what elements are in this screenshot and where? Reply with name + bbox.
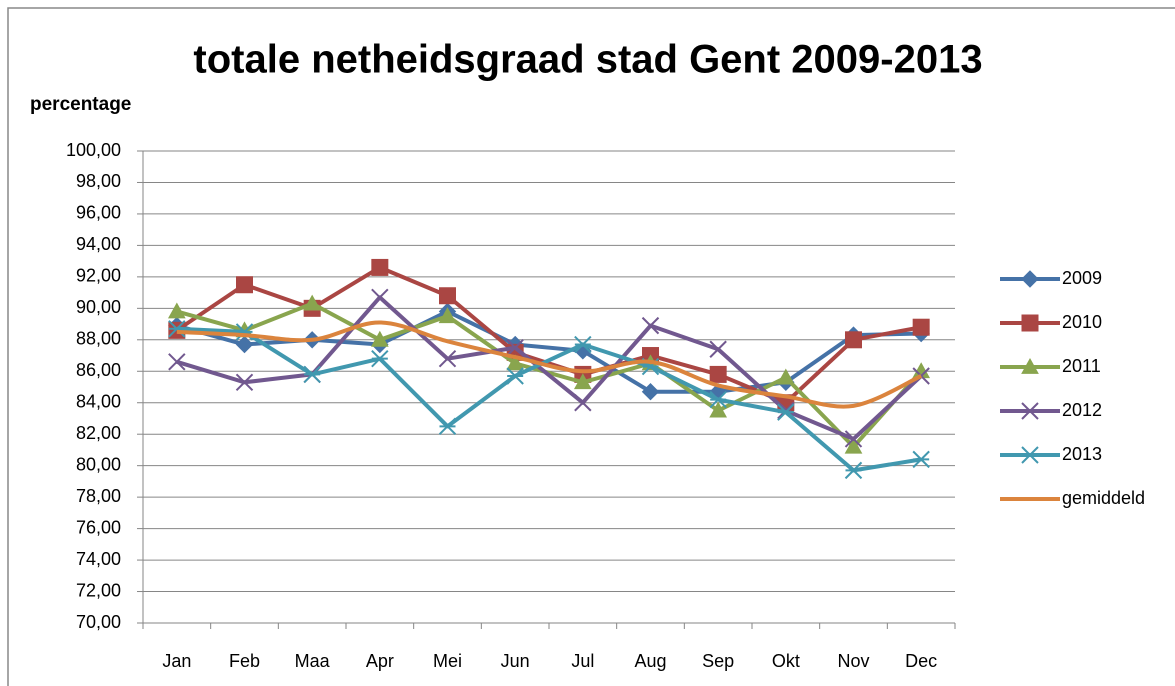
legend-label: 2011 — [1062, 356, 1101, 376]
marker — [167, 302, 186, 319]
marker — [370, 330, 389, 347]
x-tick-label: Jan — [162, 651, 191, 671]
legend-label: gemiddeld — [1062, 488, 1145, 508]
x-tick-label: Mei — [433, 651, 462, 671]
series-line — [175, 265, 922, 405]
x-tick-label: Jul — [571, 651, 594, 671]
marker — [573, 373, 592, 390]
y-tick-label: 98,00 — [76, 171, 121, 191]
y-tick-label: 72,00 — [76, 580, 121, 600]
legend-marker — [1021, 446, 1039, 464]
y-tick-label: 84,00 — [76, 391, 121, 411]
chart-title: totale netheidsgraad stad Gent 2009-2013 — [193, 38, 982, 82]
x-tick-label: Apr — [366, 651, 394, 671]
x-tick-label: Jun — [501, 651, 530, 671]
y-tick-label: 74,00 — [76, 549, 121, 569]
legend-marker — [1021, 314, 1039, 332]
y-tick-label: 96,00 — [76, 203, 121, 223]
y-tick-label: 76,00 — [76, 517, 121, 537]
marker — [709, 390, 727, 409]
marker — [236, 276, 253, 294]
marker — [438, 307, 457, 324]
series-line — [176, 326, 922, 473]
marker — [709, 340, 727, 358]
y-tick-label: 70,00 — [76, 612, 121, 632]
marker — [506, 367, 524, 385]
y-tick-label: 82,00 — [76, 423, 121, 443]
x-tick-label: Maa — [295, 651, 331, 671]
marker — [438, 417, 457, 436]
marker — [303, 365, 321, 384]
y-tick-label: 78,00 — [76, 486, 121, 506]
marker — [506, 338, 524, 357]
y-tick-label: 94,00 — [76, 234, 121, 254]
marker — [709, 401, 728, 418]
y-tick-label: 92,00 — [76, 266, 121, 286]
x-tick-label: Feb — [229, 651, 260, 671]
marker — [709, 365, 727, 383]
marker — [235, 373, 254, 391]
y-axis-label: percentage — [30, 94, 131, 115]
x-tick-label: Okt — [772, 651, 800, 671]
marker — [641, 383, 660, 401]
marker — [776, 368, 795, 385]
x-tick-label: Aug — [634, 651, 666, 671]
series-line — [176, 295, 923, 441]
marker — [912, 450, 930, 469]
marker — [303, 294, 322, 311]
marker — [438, 349, 457, 368]
legend-label: 2009 — [1062, 268, 1102, 288]
marker — [777, 403, 795, 421]
marker — [371, 349, 389, 368]
legend-marker — [1021, 270, 1039, 288]
legend-label: 2012 — [1062, 400, 1102, 420]
marker — [844, 461, 863, 480]
marker — [844, 430, 863, 448]
marker — [845, 331, 862, 349]
marker — [371, 288, 389, 307]
y-tick-label: 90,00 — [76, 297, 121, 317]
legend-label: 2013 — [1062, 444, 1102, 464]
y-tick-label: 88,00 — [76, 329, 121, 349]
marker — [641, 316, 660, 335]
marker — [574, 335, 592, 354]
legend-label: 2010 — [1062, 312, 1102, 332]
y-tick-label: 100,00 — [66, 140, 121, 160]
marker — [912, 318, 930, 336]
marker — [439, 287, 456, 305]
legend-marker — [1021, 357, 1039, 374]
y-tick-label: 80,00 — [76, 454, 121, 474]
y-tick-label: 86,00 — [76, 360, 121, 380]
legend-marker — [1021, 402, 1039, 420]
marker — [912, 367, 930, 385]
marker — [235, 335, 254, 354]
marker — [506, 354, 525, 371]
x-tick-label: Dec — [905, 651, 937, 671]
x-tick-label: Sep — [702, 651, 734, 671]
marker — [371, 258, 389, 276]
series-line — [176, 320, 923, 409]
marker — [168, 353, 186, 371]
marker — [574, 394, 592, 412]
marker — [844, 437, 863, 454]
x-tick-label: Nov — [837, 651, 869, 671]
